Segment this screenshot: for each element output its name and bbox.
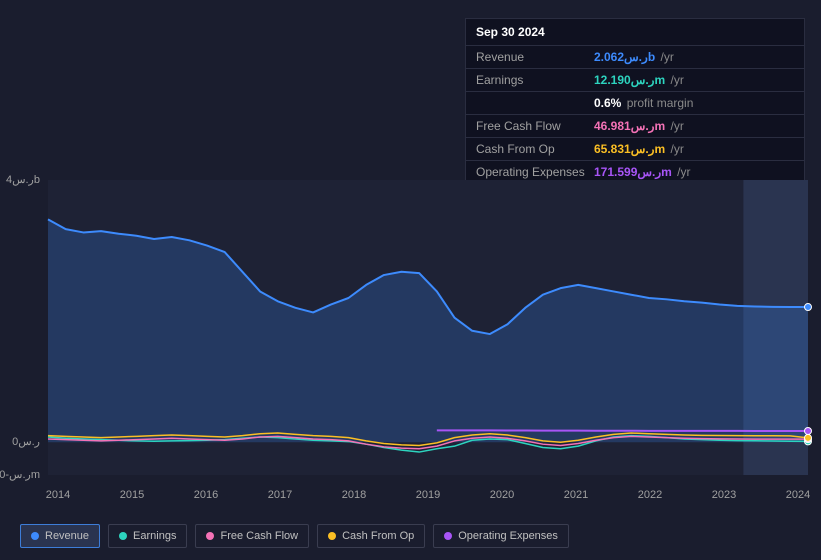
chart-container: ر.س4bر.س0ر.س-500m 2014201520162017201820… xyxy=(8,160,813,540)
tooltip-row: Earnings12.190ر.سm /yr xyxy=(466,69,804,92)
x-axis-label: 2016 xyxy=(194,489,218,501)
legend-label: Revenue xyxy=(45,530,89,542)
y-axis-label: ر.س-500m xyxy=(0,468,40,481)
tooltip-row: 0.6% profit margin xyxy=(466,92,804,115)
legend-item-cash-from-op[interactable]: Cash From Op xyxy=(317,524,425,548)
tooltip-value: 2.062ر.سb /yr xyxy=(594,50,794,64)
x-axis-label: 2017 xyxy=(268,489,292,501)
legend-label: Free Cash Flow xyxy=(220,530,298,542)
x-axis-label: 2020 xyxy=(490,489,514,501)
tooltip-row: Cash From Op65.831ر.سm /yr xyxy=(466,138,804,161)
x-axis-label: 2024 xyxy=(786,489,810,501)
tooltip-label: Earnings xyxy=(476,73,594,87)
x-axis-label: 2021 xyxy=(564,489,588,501)
legend-item-earnings[interactable]: Earnings xyxy=(108,524,187,548)
legend-dot-icon xyxy=(206,532,214,540)
chart-legend: Revenue Earnings Free Cash Flow Cash From O… xyxy=(20,524,569,548)
x-axis-label: 2018 xyxy=(342,489,366,501)
tooltip-value: 46.981ر.سm /yr xyxy=(594,119,794,133)
legend-dot-icon xyxy=(31,532,39,540)
legend-dot-icon xyxy=(444,532,452,540)
tooltip-value: 12.190ر.سm /yr xyxy=(594,73,794,87)
legend-item-revenue[interactable]: Revenue xyxy=(20,524,100,548)
tooltip-row: Revenue2.062ر.سb /yr xyxy=(466,46,804,69)
legend-dot-icon xyxy=(328,532,336,540)
x-axis-label: 2022 xyxy=(638,489,662,501)
tooltip-label: Revenue xyxy=(476,50,594,64)
tooltip-label xyxy=(476,96,594,110)
x-axis-label: 2014 xyxy=(46,489,70,501)
tooltip-date: Sep 30 2024 xyxy=(466,19,804,46)
tooltip-value: 0.6% profit margin xyxy=(594,96,794,110)
legend-label: Earnings xyxy=(133,530,176,542)
tooltip-label: Free Cash Flow xyxy=(476,119,594,133)
x-axis-label: 2015 xyxy=(120,489,144,501)
y-axis-label: ر.س0 xyxy=(0,435,40,448)
tooltip-value: 65.831ر.سm /yr xyxy=(594,142,794,156)
legend-item-free-cash-flow[interactable]: Free Cash Flow xyxy=(195,524,309,548)
line-chart[interactable] xyxy=(8,160,813,500)
x-axis-label: 2019 xyxy=(416,489,440,501)
tooltip-row: Free Cash Flow46.981ر.سm /yr xyxy=(466,115,804,138)
x-axis-label: 2023 xyxy=(712,489,736,501)
y-axis-label: ر.س4b xyxy=(0,173,40,186)
tooltip-label: Cash From Op xyxy=(476,142,594,156)
legend-item-operating-expenses[interactable]: Operating Expenses xyxy=(433,524,569,548)
legend-label: Operating Expenses xyxy=(458,530,558,542)
legend-label: Cash From Op xyxy=(342,530,414,542)
legend-dot-icon xyxy=(119,532,127,540)
